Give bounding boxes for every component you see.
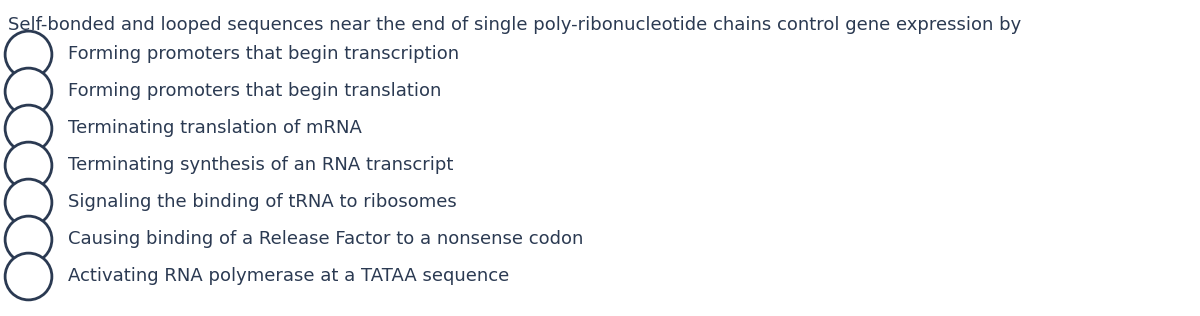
Point [18, 88, 37, 94]
Point [18, 162, 37, 167]
Text: Activating RNA polymerase at a TATAA sequence: Activating RNA polymerase at a TATAA seq… [68, 267, 509, 285]
Text: Forming promoters that begin transcription: Forming promoters that begin transcripti… [68, 45, 460, 63]
Text: Forming promoters that begin translation: Forming promoters that begin translation [68, 82, 442, 100]
Text: Self-bonded and looped sequences near the end of single poly-ribonucleotide chai: Self-bonded and looped sequences near th… [8, 16, 1021, 34]
Point [18, 199, 37, 204]
Text: Signaling the binding of tRNA to ribosomes: Signaling the binding of tRNA to ribosom… [68, 193, 457, 211]
Point [18, 236, 37, 241]
Point [18, 125, 37, 131]
Text: Causing binding of a Release Factor to a nonsense codon: Causing binding of a Release Factor to a… [68, 230, 583, 248]
Point [18, 52, 37, 57]
Text: Terminating synthesis of an RNA transcript: Terminating synthesis of an RNA transcri… [68, 156, 454, 174]
Point [18, 273, 37, 278]
Text: Terminating translation of mRNA: Terminating translation of mRNA [68, 119, 362, 137]
